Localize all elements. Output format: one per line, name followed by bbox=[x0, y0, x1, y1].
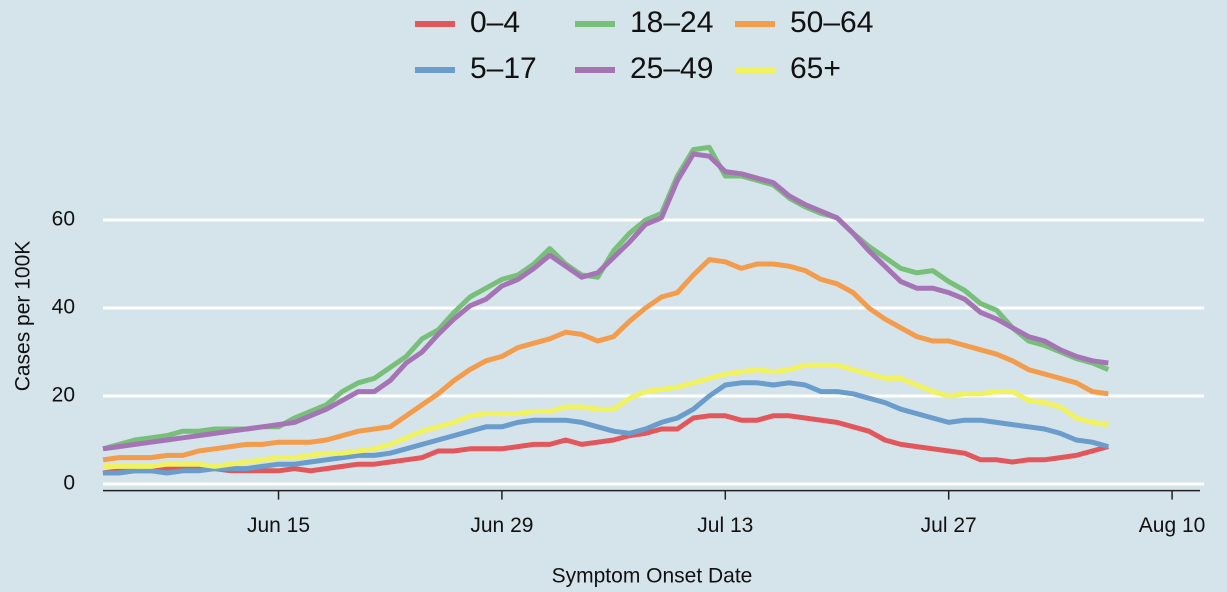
legend-label: 0–4 bbox=[470, 6, 520, 39]
x-tick-label: Jun 15 bbox=[247, 514, 310, 537]
series-line bbox=[103, 380, 1109, 476]
x-axis-label: Symptom Onset Date bbox=[552, 565, 753, 588]
y-tick-label: 0 bbox=[63, 472, 75, 495]
series-line bbox=[102, 413, 1109, 476]
legend-label: 5–17 bbox=[470, 52, 537, 85]
series-line bbox=[102, 151, 1109, 452]
x-tick-label: Aug 10 bbox=[1139, 514, 1206, 537]
legend-label: 65+ bbox=[790, 52, 841, 85]
x-tick-label: Jun 29 bbox=[470, 514, 533, 537]
series-line bbox=[102, 257, 1109, 463]
y-tick-label: 60 bbox=[52, 208, 75, 231]
series-line bbox=[103, 362, 1109, 469]
legend-label: 50–64 bbox=[790, 6, 873, 39]
x-tick-label: Jul 27 bbox=[921, 514, 977, 537]
legend-label: 25–49 bbox=[630, 52, 713, 85]
x-tick-label: Jul 13 bbox=[697, 514, 753, 537]
legend-label: 18–24 bbox=[630, 6, 713, 39]
y-tick-label: 40 bbox=[52, 296, 75, 319]
y-tick-label: 20 bbox=[52, 384, 75, 407]
y-axis-label: Cases per 100K bbox=[12, 241, 35, 392]
